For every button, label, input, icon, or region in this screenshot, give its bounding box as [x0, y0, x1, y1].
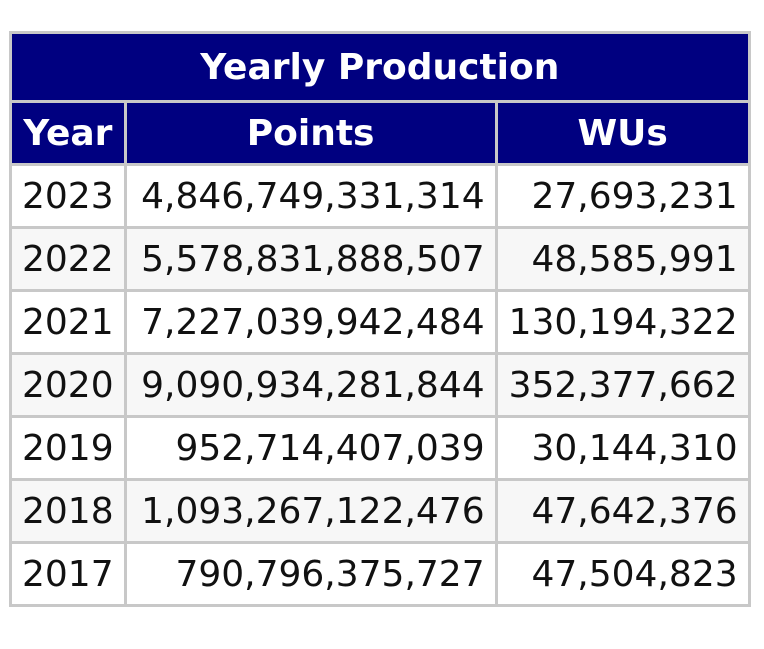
wus-cell: 352,377,662: [494, 352, 751, 418]
table-title: Yearly Production: [9, 31, 751, 103]
table-title-row: Yearly Production: [9, 31, 751, 103]
column-header-year: Year: [9, 100, 127, 166]
table-row: 2018 1,093,267,122,476 47,642,376: [9, 478, 751, 544]
year-cell: 2018: [9, 478, 127, 544]
table-row: 2023 4,846,749,331,314 27,693,231: [9, 163, 751, 229]
points-cell: 9,090,934,281,844: [123, 352, 498, 418]
table-row: 2019 952,714,407,039 30,144,310: [9, 415, 751, 481]
year-cell: 2023: [9, 163, 127, 229]
production-table-container: Yearly Production Year Points WUs 2023 4…: [9, 31, 751, 607]
year-cell: 2020: [9, 352, 127, 418]
year-cell: 2017: [9, 541, 127, 607]
wus-cell: 47,504,823: [494, 541, 751, 607]
column-header-wus: WUs: [494, 100, 751, 166]
yearly-production-table: Yearly Production Year Points WUs 2023 4…: [9, 31, 751, 607]
points-cell: 790,796,375,727: [123, 541, 498, 607]
wus-cell: 27,693,231: [494, 163, 751, 229]
wus-cell: 48,585,991: [494, 226, 751, 292]
table-row: 2021 7,227,039,942,484 130,194,322: [9, 289, 751, 355]
year-cell: 2019: [9, 415, 127, 481]
table-row: 2022 5,578,831,888,507 48,585,991: [9, 226, 751, 292]
points-cell: 7,227,039,942,484: [123, 289, 498, 355]
points-cell: 5,578,831,888,507: [123, 226, 498, 292]
column-header-points: Points: [123, 100, 498, 166]
table-row: 2020 9,090,934,281,844 352,377,662: [9, 352, 751, 418]
points-cell: 1,093,267,122,476: [123, 478, 498, 544]
wus-cell: 130,194,322: [494, 289, 751, 355]
points-cell: 4,846,749,331,314: [123, 163, 498, 229]
wus-cell: 47,642,376: [494, 478, 751, 544]
table-header-row: Year Points WUs: [9, 100, 751, 166]
points-cell: 952,714,407,039: [123, 415, 498, 481]
wus-cell: 30,144,310: [494, 415, 751, 481]
year-cell: 2022: [9, 226, 127, 292]
table-row: 2017 790,796,375,727 47,504,823: [9, 541, 751, 607]
year-cell: 2021: [9, 289, 127, 355]
